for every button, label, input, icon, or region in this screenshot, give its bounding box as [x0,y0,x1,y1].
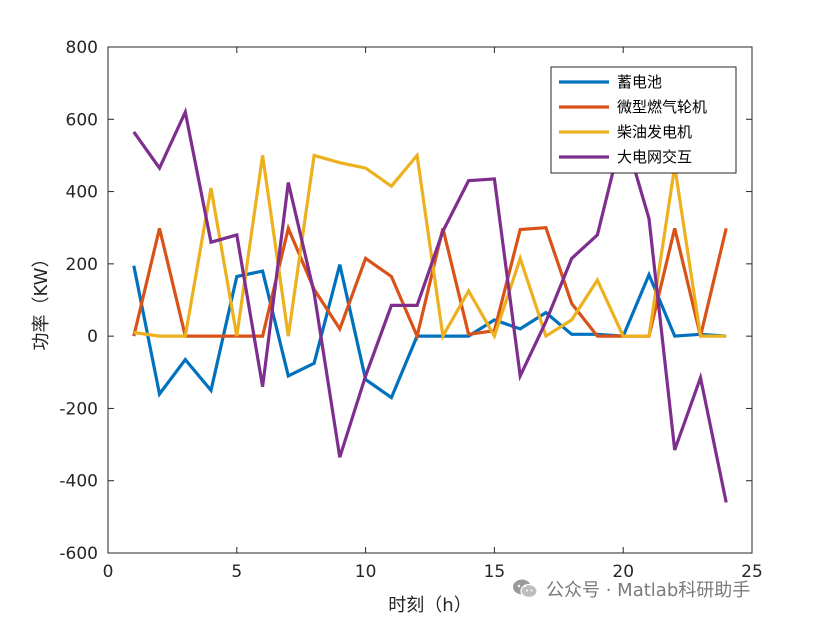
y-tick-label: -600 [59,544,98,564]
series-layer [132,106,728,503]
legend-label-1: 蓄电池 [617,73,662,91]
legend-label-3: 柴油发电机 [617,123,692,141]
x-tick-label: 10 [355,562,377,582]
legend-label-2: 微型燃气轮机 [617,98,707,116]
y-tick-label: 400 [66,183,98,203]
y-tick-label: 800 [66,38,98,58]
x-tick-label: 20 [612,562,634,582]
x-tick-label: 0 [103,562,114,582]
wechat-icon [513,579,538,599]
x-axis-label: 时刻（h） [388,595,471,616]
legend-label-4: 大电网交互 [617,148,692,166]
x-tick-label: 15 [484,562,506,582]
legend-box [550,66,737,174]
series-line-3 [133,151,727,341]
y-tick-label: -400 [59,472,98,492]
x-tick-label: 25 [741,562,763,582]
axes-layer: 0 5 10 15 20 25 -600 -400 -200 0 200 400 600 800 [59,38,762,582]
y-tick-label: 600 [66,110,98,130]
y-tick-label: -200 [59,399,98,419]
series-line-1 [132,264,727,401]
watermark-text: 公众号 · Matlab科研助手 [546,580,751,601]
y-tick-label: 0 [87,327,98,347]
watermark: 公众号 · Matlab科研助手 [512,576,750,602]
x-tick-label: 5 [231,562,242,582]
y-tick-label: 200 [66,255,98,275]
y-axis-label: 功率（KW） [31,250,52,351]
